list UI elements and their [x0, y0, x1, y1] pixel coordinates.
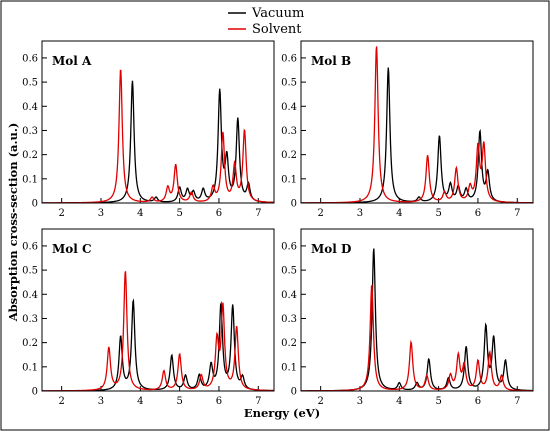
x-tick-label: 5	[176, 396, 182, 407]
plot-frame	[300, 40, 534, 204]
y-axis-label: Absorption cross-section (a.u.)	[6, 123, 20, 323]
panel-1: 2 3 4 5 6 7 0 0.1 0.2 0.3 0.4 0.5 0.6 Mol A	[22, 40, 275, 219]
y-tick-label: 0.1	[281, 174, 297, 185]
y-tick-label: 0.6	[281, 53, 297, 64]
panel-label: Mol B	[311, 54, 351, 68]
x-tick-label: 7	[255, 396, 261, 407]
y-tick-label: 0	[32, 199, 38, 210]
y-tick-label: 0.6	[22, 241, 38, 252]
x-tick-label: 4	[137, 208, 143, 219]
legend: Vacuum Solvent	[228, 6, 304, 37]
x-tick-label: 3	[98, 396, 104, 407]
y-tick-label: 0.3	[22, 314, 38, 325]
y-tick-label: 0.4	[22, 102, 38, 113]
x-tick-label: 6	[216, 396, 222, 407]
y-tick-label: 0.2	[281, 150, 297, 161]
x-tick-label: 4	[137, 396, 143, 407]
y-tick-label: 0.6	[22, 53, 38, 64]
x-axis-label: Energy (eV)	[244, 406, 320, 420]
x-tick-label: 2	[58, 396, 64, 407]
plot-frame	[41, 40, 275, 204]
x-tick-label: 2	[317, 396, 323, 407]
x-tick-label: 7	[255, 208, 261, 219]
x-tick-label: 6	[475, 396, 481, 407]
panel-3: 2 3 4 5 6 7 0 0.1 0.2 0.3 0.4 0.5 0.6 Mol C	[22, 228, 275, 407]
y-tick-label: 0.4	[281, 290, 297, 301]
y-tick-label: 0.6	[281, 241, 297, 252]
x-tick-label: 4	[396, 208, 402, 219]
x-tick-label: 7	[514, 208, 520, 219]
y-tick-label: 0	[291, 387, 297, 398]
legend-label-vacuum: Vacuum	[251, 6, 304, 21]
x-tick-label: 2	[317, 208, 323, 219]
x-tick-label: 5	[435, 208, 441, 219]
panels: 2 3 4 5 6 7 0 0.1 0.2 0.3 0.4 0.5 0.6 Mol A 2 3 4 5 6 7 0 0.1…	[22, 40, 534, 407]
y-tick-label: 0.5	[281, 266, 297, 277]
x-tick-label: 3	[357, 396, 363, 407]
y-tick-label: 0.4	[22, 290, 38, 301]
y-tick-label: 0.5	[22, 266, 38, 277]
x-tick-label: 5	[176, 208, 182, 219]
plot-frame	[41, 228, 275, 392]
x-tick-label: 7	[514, 396, 520, 407]
y-tick-label: 0.2	[22, 150, 38, 161]
x-tick-label: 5	[435, 396, 441, 407]
y-tick-label: 0.5	[281, 78, 297, 89]
x-tick-label: 6	[216, 208, 222, 219]
x-tick-label: 2	[58, 208, 64, 219]
panel-4: 2 3 4 5 6 7 0 0.1 0.2 0.3 0.4 0.5 0.6 Mol D	[281, 228, 534, 407]
y-tick-label: 0	[32, 387, 38, 398]
y-tick-label: 0.3	[281, 126, 297, 137]
x-tick-label: 3	[357, 208, 363, 219]
panel-label: Mol A	[52, 54, 92, 68]
legend-label-solvent: Solvent	[252, 22, 302, 37]
y-tick-label: 0	[291, 199, 297, 210]
series-line-solvent	[42, 271, 274, 391]
y-tick-label: 0.4	[281, 102, 297, 113]
y-tick-label: 0.1	[22, 362, 38, 373]
y-tick-label: 0.2	[22, 338, 38, 349]
y-tick-label: 0.3	[22, 126, 38, 137]
x-tick-label: 6	[475, 208, 481, 219]
y-tick-label: 0.3	[281, 314, 297, 325]
y-tick-label: 0.1	[281, 362, 297, 373]
panel-label: Mol D	[311, 242, 351, 256]
plot-frame	[300, 228, 534, 392]
x-tick-label: 3	[98, 208, 104, 219]
panel-label: Mol C	[52, 242, 92, 256]
series-line-solvent	[301, 46, 533, 203]
y-tick-label: 0.1	[22, 174, 38, 185]
panel-2: 2 3 4 5 6 7 0 0.1 0.2 0.3 0.4 0.5 0.6 Mol B	[281, 40, 534, 219]
x-tick-label: 4	[396, 396, 402, 407]
y-tick-label: 0.5	[22, 78, 38, 89]
y-tick-label: 0.2	[281, 338, 297, 349]
